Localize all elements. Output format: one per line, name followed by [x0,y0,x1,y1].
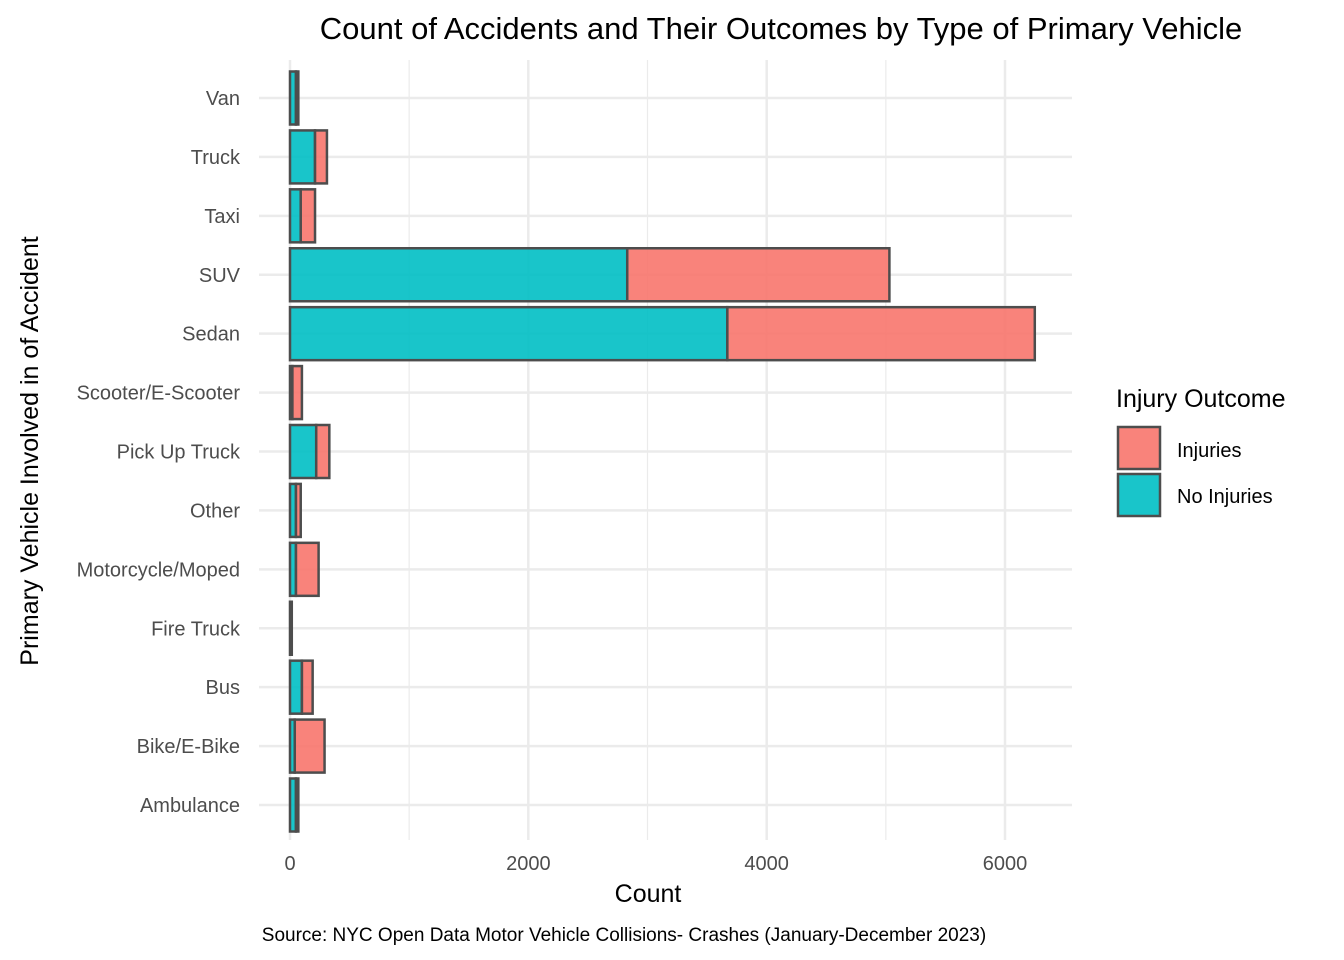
bars [288,70,1037,833]
bar-injuries-taxi [299,188,317,244]
bar-injuries-van [294,70,300,126]
y-axis-title: Primary Vehicle Involved in of Accident [16,236,44,665]
legend-swatch-injuries [1116,425,1162,471]
y-tick-label: Fire Truck [151,618,241,640]
legend-label-no-injuries: No Injuries [1177,486,1273,508]
bar-injuries-bus [300,659,314,715]
bar-injuries-sedan [726,305,1037,362]
source-caption: Source: NYC Open Data Motor Vehicle Coll… [262,925,986,946]
y-tick-label: Sedan [182,324,240,346]
y-tick-label: SUV [199,265,241,287]
bar-injuries-other [294,482,302,539]
x-tick-label: 4000 [744,853,789,875]
y-tick-label: Pick Up Truck [117,442,241,464]
x-tick-label: 6000 [983,853,1028,875]
bar-injuries-motorcycle-moped [294,541,320,598]
bar-injuries-pick-up-truck [314,423,331,480]
bar-no-injuries-bus [288,659,304,715]
bar-no-injuries-sedan [288,305,729,362]
legend-swatch-no-injuries [1116,472,1162,518]
chart-title: Count of Accidents and Their Outcomes by… [320,11,1242,46]
y-tick-label: Taxi [204,206,240,228]
bar-injuries-scooter-e-scooter [291,364,304,421]
y-tick-label: Bike/E-Bike [137,736,240,758]
legend-label-injuries: Injuries [1177,440,1241,462]
grid [259,60,1072,840]
bar-no-injuries-suv [288,247,629,303]
bar-injuries-truck [313,129,329,185]
x-axis-title: Count [615,880,682,908]
legend: Injury Outcome Injuries No Injuries [1116,385,1286,518]
bar-no-injuries-truck [288,129,317,185]
y-tick-label: Van [206,88,240,110]
bar-injuries-bike-e-bike [293,718,326,774]
x-tick-label: 2000 [506,853,551,875]
legend-title: Injury Outcome [1116,385,1286,413]
bar-injuries-fire-truck [289,600,294,656]
y-tick-label: Bus [206,677,240,699]
y-tick-label: Truck [191,147,241,169]
bar-injuries-suv [625,247,891,303]
bar-no-injuries-taxi [288,188,302,244]
y-tick-labels: Ambulance Bike/E-Bike Bus Fire Truck Motorcy… [77,88,241,817]
bar-injuries-ambulance [294,777,300,833]
y-tick-label: Motorcycle/Moped [77,559,240,581]
bar-no-injuries-pick-up-truck [288,423,318,480]
y-tick-label: Other [190,500,240,522]
y-tick-label: Ambulance [140,795,240,817]
x-tick-labels: 0 2000 4000 6000 [284,853,1027,875]
x-tick-label: 0 [284,853,295,875]
y-tick-label: Scooter/E-Scooter [77,383,241,405]
